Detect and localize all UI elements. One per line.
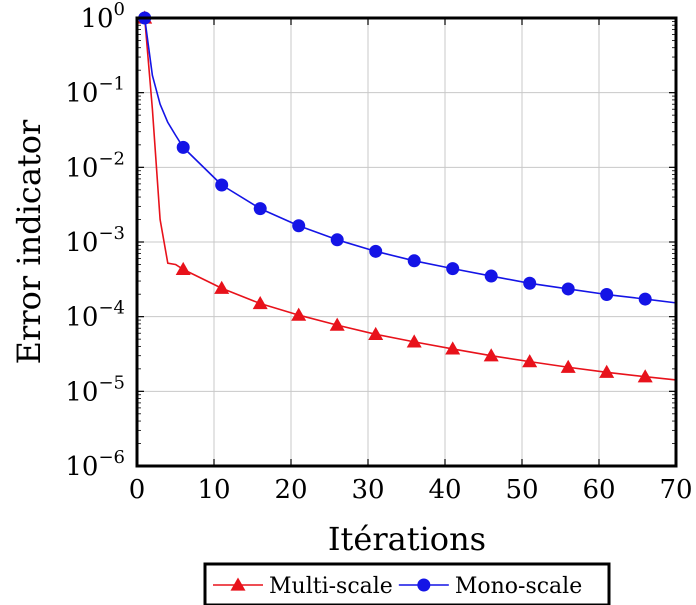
data-point-multi-scale — [406, 334, 422, 348]
x-tick-label: 50 — [505, 475, 538, 505]
data-point-mono-scale — [484, 269, 498, 283]
y-tick-mantissa: 10 — [65, 377, 98, 407]
data-point-mono-scale — [369, 244, 383, 258]
data-point-multi-scale — [637, 369, 653, 383]
y-tick-label: 10−1 — [65, 74, 125, 109]
series-layer — [143, 18, 676, 381]
legend-entry: Multi-scale — [213, 574, 393, 599]
data-point-multi-scale — [368, 326, 384, 340]
x-tick-labels: 0 10 20 30 40 50 60 70 — [129, 475, 693, 505]
data-point-multi-scale — [252, 296, 268, 310]
y-tick-mantissa: 10 — [80, 4, 113, 34]
x-tick-label: 60 — [582, 475, 615, 505]
y-axis-title: Error indicator — [10, 119, 48, 364]
data-point-mono-scale — [523, 276, 537, 290]
x-tick-label: 10 — [197, 475, 230, 505]
data-point-multi-scale — [599, 364, 615, 378]
legend-marker — [230, 577, 246, 591]
x-tick-label: 20 — [274, 475, 307, 505]
legend-label: Multi-scale — [269, 574, 393, 599]
y-tick-label: 100 — [80, 0, 125, 34]
data-point-mono-scale — [215, 178, 229, 192]
legend-label: Mono-scale — [455, 574, 582, 599]
legend-entry: Mono-scale — [398, 574, 582, 599]
data-point-mono-scale — [176, 140, 190, 154]
y-tick-mantissa: 10 — [65, 303, 98, 333]
y-tick-exponent: −3 — [98, 223, 125, 244]
y-tick-label: 10−3 — [65, 223, 125, 258]
x-tick-label: 70 — [659, 475, 692, 505]
data-point-multi-scale — [329, 317, 345, 331]
data-point-multi-scale — [175, 261, 191, 275]
data-point-mono-scale — [407, 254, 421, 268]
series-line-multi-scale — [143, 18, 676, 381]
data-point-mono-scale — [330, 233, 344, 247]
data-point-mono-scale — [561, 282, 575, 296]
y-tick-label: 10−6 — [65, 447, 125, 482]
x-tick-label: 30 — [351, 475, 384, 505]
data-point-mono-scale — [600, 288, 614, 302]
legend: Multi-scale Mono-scale — [203, 562, 611, 605]
y-tick-label: 10−2 — [65, 148, 125, 183]
y-tick-exponent: 0 — [114, 0, 125, 20]
y-tick-mantissa: 10 — [65, 153, 98, 183]
y-tick-mantissa: 10 — [65, 452, 98, 482]
data-point-multi-scale — [291, 307, 307, 321]
legend-marker — [417, 578, 431, 592]
y-tick-exponent: −6 — [98, 447, 125, 468]
data-point-mono-scale — [253, 202, 267, 216]
grid — [136, 17, 677, 467]
data-point-multi-scale — [214, 280, 230, 294]
y-tick-exponent: −2 — [98, 148, 125, 169]
data-point-multi-scale — [483, 348, 499, 362]
x-axis-title: Itérations — [328, 520, 486, 558]
data-point-mono-scale — [292, 219, 306, 233]
y-tick-label: 10−4 — [65, 298, 125, 333]
x-tick-label: 0 — [129, 475, 146, 505]
data-point-multi-scale — [445, 341, 461, 355]
data-point-mono-scale — [446, 262, 460, 276]
marker-layer — [137, 10, 653, 383]
y-tick-label: 10−5 — [65, 372, 125, 407]
plot-frame — [135, 16, 678, 468]
x-tick-label: 40 — [428, 475, 461, 505]
y-tick-exponent: −4 — [98, 298, 125, 319]
y-tick-mantissa: 10 — [65, 79, 98, 109]
y-tick-exponent: −5 — [98, 372, 125, 393]
data-point-multi-scale — [522, 354, 538, 368]
y-tick-exponent: −1 — [98, 74, 125, 95]
data-point-multi-scale — [560, 359, 576, 373]
y-tick-mantissa: 10 — [65, 228, 98, 258]
data-point-mono-scale — [638, 292, 652, 306]
